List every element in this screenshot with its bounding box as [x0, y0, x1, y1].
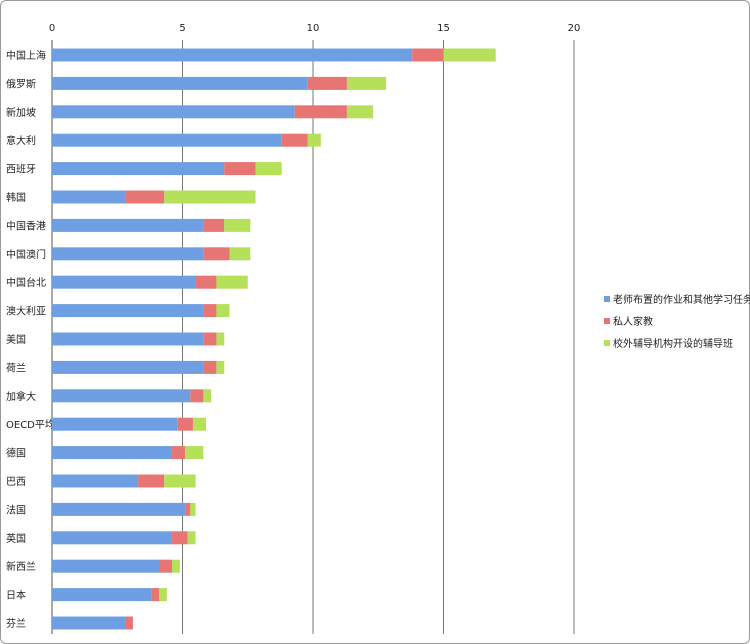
bar-segment: [216, 332, 225, 346]
bar-segment: [52, 446, 173, 460]
x-tick-label: 10: [307, 23, 320, 34]
category-label: 澳大利亚: [6, 305, 46, 318]
bar-segment: [52, 76, 308, 90]
bar-segment: [52, 332, 204, 346]
category-label: 英国: [6, 532, 26, 545]
bar-segment: [307, 133, 321, 147]
bar-segment: [125, 616, 133, 630]
bar-segment: [229, 247, 251, 261]
bar-segment: [52, 360, 204, 374]
bar-segment: [224, 162, 256, 176]
bar-segment: [125, 190, 165, 204]
bar-segment: [172, 446, 186, 460]
bar-segment: [52, 588, 152, 602]
bar-segment: [52, 616, 126, 630]
legend-label: 校外辅导机构开设的辅导班: [613, 337, 733, 350]
category-label: 荷兰: [6, 361, 26, 374]
bar-segment: [281, 133, 308, 147]
bar-segment: [443, 48, 496, 62]
bar-segment: [52, 162, 225, 176]
category-label: 巴西: [6, 476, 26, 488]
bar-segment: [52, 190, 126, 204]
x-tick-label: 15: [437, 23, 450, 34]
bar-segment: [52, 559, 160, 573]
category-label: 中国台北: [6, 276, 46, 289]
bar-segment: [52, 417, 178, 431]
bar-segment: [192, 417, 206, 431]
bar-segment: [151, 588, 160, 602]
bar-segment: [52, 48, 413, 62]
legend-swatch: [604, 296, 610, 302]
bar-segment: [138, 474, 165, 488]
bar-segment: [203, 360, 217, 374]
legend-swatch: [604, 340, 610, 346]
legend-label: 私人家教: [613, 315, 653, 328]
bar-segment: [52, 133, 282, 147]
bar-segment: [195, 275, 217, 289]
x-tick-label: 0: [49, 23, 55, 34]
bar-segment: [203, 304, 217, 318]
bar-segment: [203, 247, 230, 261]
bar-segment: [159, 588, 167, 602]
bar-segment: [216, 275, 248, 289]
bar-segment: [52, 502, 186, 516]
bar-segment: [190, 389, 204, 403]
bar-segment: [159, 559, 173, 573]
bar-segment: [172, 559, 180, 573]
category-label: 德国: [6, 447, 26, 460]
bar-segment: [203, 332, 217, 346]
bar-segment: [185, 502, 191, 516]
category-label: 芬兰: [6, 617, 26, 630]
category-label: OECD平均: [6, 419, 55, 431]
category-label: 中国香港: [6, 219, 46, 232]
bar-segment: [224, 218, 251, 232]
category-label: 新西兰: [6, 560, 36, 573]
category-label: 西班牙: [6, 164, 36, 176]
bar-segment: [52, 474, 139, 488]
x-tick-label: 20: [568, 23, 581, 34]
category-label: 韩国: [6, 191, 26, 204]
bar-segment: [255, 162, 282, 176]
category-label: 美国: [6, 333, 26, 346]
category-label: 日本: [6, 589, 26, 602]
bar-segment: [52, 389, 191, 403]
legend-label: 老师布置的作业和其他学习任务: [613, 293, 750, 306]
bar-segment: [52, 247, 204, 261]
bar-segment: [185, 446, 204, 460]
bar-segment: [52, 218, 204, 232]
bar-segment: [52, 275, 196, 289]
category-label: 新加坡: [6, 106, 36, 119]
bar-segment: [177, 417, 193, 431]
legend-swatch: [604, 318, 610, 324]
bar-segment: [187, 531, 196, 545]
x-tick-label: 5: [179, 23, 185, 34]
bar-segment: [412, 48, 444, 62]
category-label: 中国上海: [6, 49, 46, 62]
bar-segment: [346, 105, 374, 119]
category-label: 意大利: [6, 134, 36, 147]
category-label: 俄罗斯: [6, 77, 36, 90]
bar-segment: [164, 474, 196, 488]
bar-segment: [164, 190, 256, 204]
category-label: 中国澳门: [6, 248, 46, 261]
category-label: 加拿大: [6, 390, 36, 403]
bar-segment: [203, 218, 225, 232]
bar-segment: [190, 502, 196, 516]
bar-segment: [307, 76, 347, 90]
bar-segment: [346, 76, 387, 90]
bar-segment: [52, 531, 173, 545]
bar-segment: [216, 360, 225, 374]
bar-segment: [294, 105, 347, 119]
bar-segment: [203, 389, 212, 403]
bar-segment: [52, 304, 204, 318]
bar-segment: [172, 531, 188, 545]
bar-segment: [216, 304, 230, 318]
category-label: 法国: [6, 503, 26, 516]
bar-segment: [52, 105, 295, 119]
